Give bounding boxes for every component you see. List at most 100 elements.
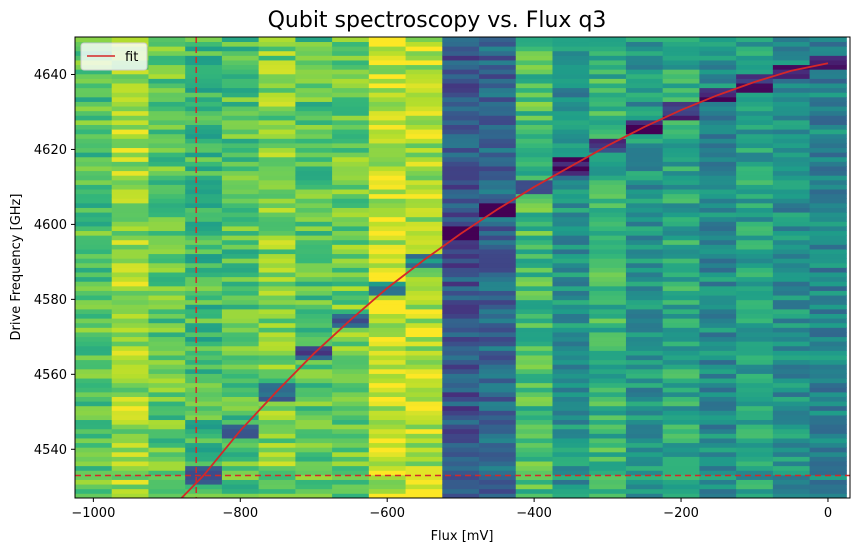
heatmap-cell [479, 258, 517, 264]
heatmap-cell [442, 308, 480, 314]
heatmap-cell [332, 41, 370, 47]
heatmap-cell [295, 419, 333, 425]
heatmap-cell [295, 299, 333, 305]
heatmap-cell [479, 175, 517, 181]
heatmap-cell [405, 442, 443, 448]
heatmap-cell [625, 179, 664, 185]
heatmap-cell [111, 152, 149, 158]
heatmap-cell [662, 336, 700, 342]
heatmap-cell [148, 50, 186, 56]
heatmap-cell [809, 281, 847, 287]
heatmap-cell [809, 147, 847, 153]
heatmap-cell [625, 364, 664, 370]
heatmap-cell [589, 96, 627, 102]
heatmap-cell [148, 175, 186, 181]
heatmap-cell [185, 212, 223, 218]
heatmap-cell [736, 281, 774, 287]
heatmap-cell [589, 493, 627, 498]
heatmap-cell [479, 415, 517, 421]
heatmap-cell [295, 92, 333, 98]
heatmap-cell [75, 184, 113, 190]
heatmap-cell [295, 244, 333, 250]
heatmap-cell [221, 484, 260, 490]
heatmap-cell [515, 189, 553, 195]
heatmap-cell [552, 304, 590, 310]
heatmap-cell [332, 244, 370, 250]
heatmap-cell [405, 355, 443, 361]
heatmap-cell [442, 87, 480, 93]
heatmap-cell [552, 368, 590, 374]
heatmap-cell [809, 64, 847, 70]
heatmap-cell [368, 276, 407, 282]
heatmap-cell [625, 230, 664, 236]
heatmap-cell [405, 161, 443, 167]
heatmap-cell [772, 216, 811, 222]
heatmap-cell [258, 488, 296, 494]
heatmap-cell [221, 212, 260, 218]
heatmap-cell [258, 115, 296, 121]
heatmap-cell [589, 179, 627, 185]
heatmap-cell [736, 299, 774, 305]
heatmap-cell [75, 341, 113, 347]
heatmap-cell [699, 41, 737, 47]
heatmap-cell [185, 161, 223, 167]
heatmap-cell [185, 419, 223, 425]
heatmap-cell [625, 276, 664, 282]
heatmap-cell [809, 350, 847, 356]
heatmap-cell [442, 405, 480, 411]
heatmap-cell [809, 87, 847, 93]
heatmap-cell [111, 189, 149, 195]
heatmap-cell [699, 368, 737, 374]
heatmap-cell [111, 290, 149, 296]
heatmap-cell [332, 410, 370, 416]
heatmap-cell [589, 244, 627, 250]
heatmap-cell [699, 212, 737, 218]
heatmap-cell [185, 336, 223, 342]
heatmap-cell [662, 470, 700, 476]
heatmap-cell [442, 396, 480, 402]
heatmap-cell [479, 456, 517, 462]
heatmap-cell [221, 216, 260, 222]
heatmap-cell [185, 345, 223, 351]
heatmap-cell [772, 336, 811, 342]
heatmap-cell [662, 401, 700, 407]
heatmap-cell [221, 41, 260, 47]
heatmap-cell [662, 359, 700, 365]
heatmap-cell [295, 115, 333, 121]
heatmap-cell [699, 336, 737, 342]
heatmap-cell [332, 438, 370, 444]
heatmap-cell [625, 156, 664, 162]
heatmap-cell [662, 262, 700, 268]
heatmap-cell [332, 267, 370, 273]
heatmap-cell [185, 304, 223, 310]
heatmap-cell [736, 479, 774, 485]
heatmap-cell [405, 41, 443, 47]
heatmap-cell [75, 212, 113, 218]
heatmap-cell [332, 373, 370, 379]
heatmap-cell [809, 378, 847, 384]
heatmap-cell [736, 258, 774, 264]
heatmap-cell [368, 438, 407, 444]
heatmap-cell [736, 318, 774, 324]
heatmap-cell [699, 147, 737, 153]
heatmap-cell [332, 156, 370, 162]
heatmap-cell [185, 129, 223, 135]
heatmap-cell [332, 212, 370, 218]
heatmap-cell [552, 410, 590, 416]
heatmap-cell [221, 129, 260, 135]
heatmap-cell [405, 378, 443, 384]
heatmap-cell [221, 368, 260, 374]
heatmap-cell [736, 202, 774, 208]
heatmap-cell [295, 96, 333, 102]
heatmap-cell [111, 235, 149, 241]
heatmap-cell [405, 262, 443, 268]
heatmap-cell [148, 456, 186, 462]
heatmap-cell [625, 119, 664, 125]
heatmap-cell [699, 101, 737, 107]
heatmap-cell [185, 470, 223, 476]
heatmap-cell [442, 267, 480, 273]
heatmap-cell [809, 249, 847, 255]
heatmap-cell [221, 465, 260, 471]
heatmap-cell [552, 258, 590, 264]
heatmap-cell [332, 387, 370, 393]
